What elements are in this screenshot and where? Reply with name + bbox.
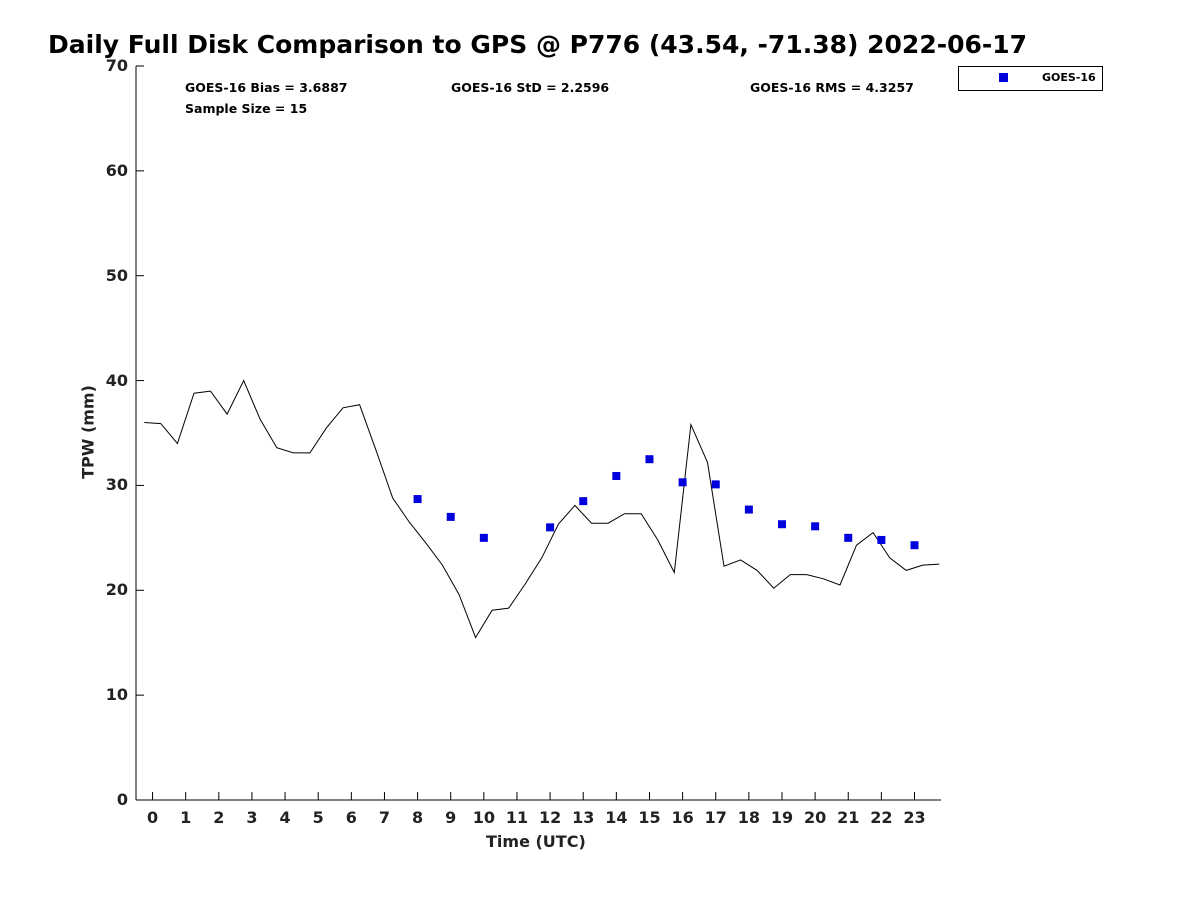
y-tick-label: 30 — [105, 475, 128, 495]
x-tick-label: 8 — [412, 808, 424, 827]
y-tick-label: 0 — [116, 790, 128, 809]
y-tick-label: 40 — [105, 370, 128, 390]
goes16-point — [579, 497, 588, 506]
y-axis-label: TPW (mm) — [78, 385, 98, 479]
goes16-point — [811, 522, 820, 531]
legend-marker — [999, 73, 1008, 82]
x-tick-label: 20 — [803, 808, 827, 827]
x-tick-label: 19 — [770, 808, 794, 827]
goes16-point — [446, 512, 455, 521]
gps-series-line — [144, 379, 940, 639]
x-tick-label: 15 — [638, 808, 661, 827]
x-tick-label: 23 — [903, 808, 926, 827]
std-stat: GOES-16 StD = 2.2596 — [451, 80, 610, 95]
x-tick-label: 4 — [279, 808, 291, 827]
x-tick-label: 11 — [505, 808, 529, 827]
goes16-point — [744, 505, 753, 514]
goes16-point — [711, 480, 720, 489]
goes16-point — [645, 455, 654, 464]
goes16-point — [910, 541, 919, 550]
chart-title: Daily Full Disk Comparison to GPS @ P776… — [48, 30, 1028, 59]
goes16-point — [844, 533, 853, 542]
goes16-point — [546, 523, 555, 532]
x-tick-label: 21 — [837, 808, 860, 827]
goes16-point — [413, 495, 422, 504]
y-tick-label: 20 — [105, 580, 128, 600]
x-tick-label: 6 — [345, 808, 357, 827]
goes16-point — [777, 520, 786, 529]
x-tick-label: 3 — [246, 808, 258, 827]
y-tick-label: 60 — [105, 160, 128, 180]
bias-stat: GOES-16 Bias = 3.6887 — [185, 80, 348, 95]
x-tick-label: 13 — [572, 808, 595, 827]
x-tick-label: 14 — [605, 808, 628, 827]
y-tick-label: 10 — [105, 685, 128, 705]
x-tick-label: 18 — [737, 808, 760, 827]
y-tick-label: 70 — [105, 56, 128, 75]
goes16-point — [612, 471, 621, 480]
x-tick-label: 12 — [538, 808, 562, 827]
x-tick-label: 9 — [445, 808, 457, 827]
legend: GOES-16 — [958, 66, 1103, 91]
x-tick-label: 5 — [312, 808, 324, 827]
x-tick-label: 22 — [870, 808, 893, 827]
x-tick-label: 2 — [213, 808, 225, 827]
goes16-point — [877, 535, 886, 544]
goes16-point — [479, 533, 488, 542]
x-tick-label: 16 — [671, 808, 694, 827]
x-tick-label: 17 — [704, 808, 727, 827]
x-tick-label: 7 — [378, 808, 391, 827]
goes16-point — [678, 478, 687, 487]
x-tick-label: 10 — [472, 808, 495, 827]
legend-label: GOES-16 — [1042, 71, 1096, 84]
rms-stat: GOES-16 RMS = 4.3257 — [750, 80, 914, 95]
x-tick-label: 0 — [146, 808, 159, 827]
sample-size-stat: Sample Size = 15 — [185, 101, 308, 116]
x-tick-label: 1 — [180, 808, 192, 827]
x-axis-label: Time (UTC) — [486, 832, 586, 851]
y-tick-label: 50 — [105, 265, 128, 285]
